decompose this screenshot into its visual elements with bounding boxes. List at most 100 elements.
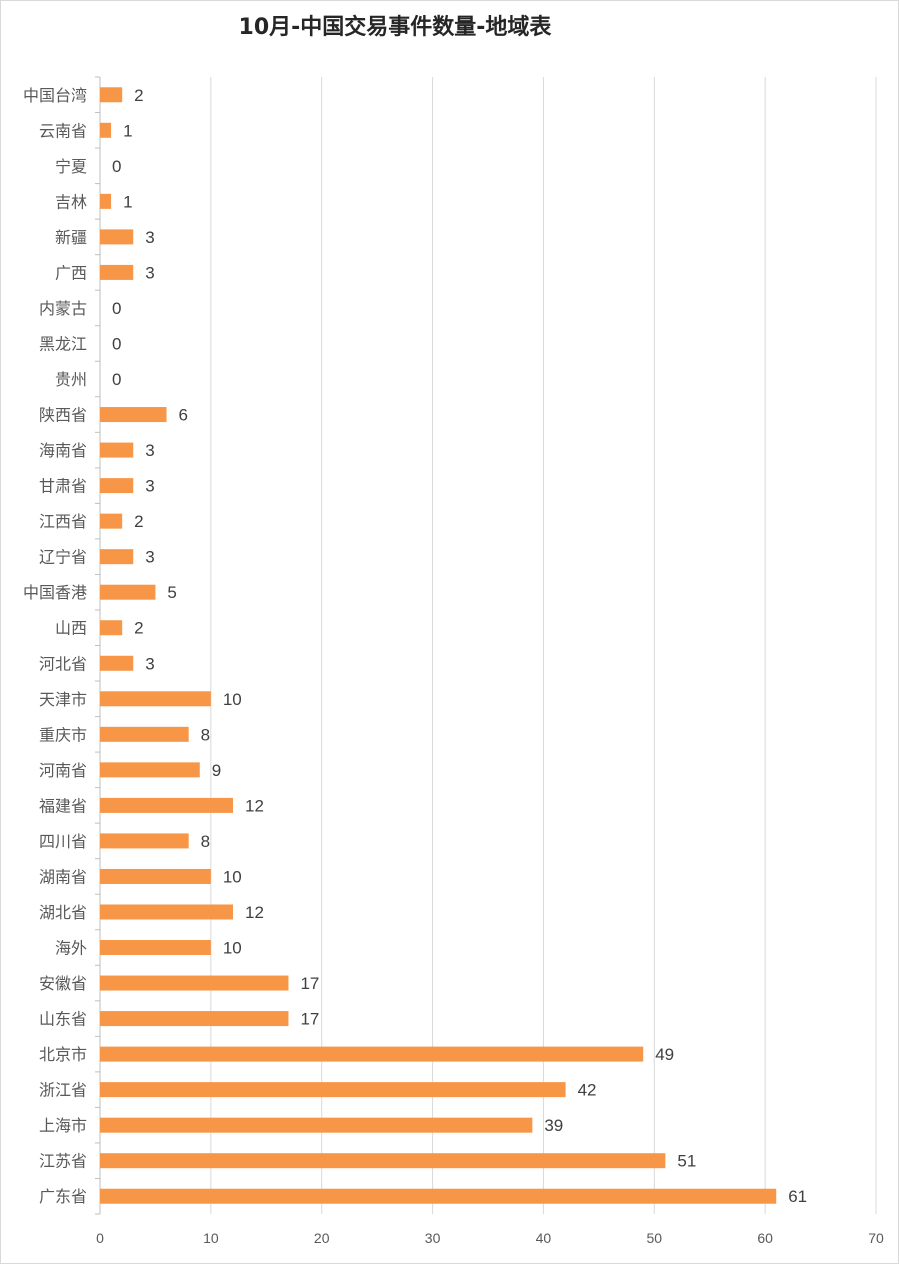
bar [100,940,211,956]
category-label: 浙江省 [39,1081,87,1100]
category-label: 甘肃省 [39,477,87,496]
category-label: 江西省 [39,512,87,531]
data-label: 6 [179,406,188,425]
bar [100,1046,644,1062]
bar [100,122,112,138]
category-label: 山西 [55,619,87,638]
category-label: 新疆 [55,228,87,247]
data-label: 3 [145,228,154,247]
x-tick-label: 0 [96,1230,104,1246]
bar [100,655,134,671]
data-label: 5 [167,583,176,602]
category-label: 河南省 [39,761,87,780]
chart-title: 10月-中国交易事件数量-地域表 [239,14,553,40]
bar [100,762,200,778]
x-tick-label: 70 [868,1230,884,1246]
data-label: 51 [677,1152,696,1171]
data-label: 3 [145,548,154,567]
data-label: 10 [223,939,242,958]
bar [100,797,234,813]
data-label: 8 [201,832,210,851]
data-label: 0 [112,334,121,353]
data-label: 1 [123,121,132,140]
data-label: 39 [544,1116,563,1135]
category-label: 四川省 [39,832,87,851]
category-label: 江苏省 [39,1152,87,1171]
category-label: 辽宁省 [39,548,87,567]
data-label: 17 [300,1010,319,1029]
bar [100,1011,289,1027]
data-label: 8 [201,725,210,744]
data-label: 12 [245,796,264,815]
data-label: 9 [212,761,221,780]
category-label: 安徽省 [39,974,87,993]
data-label: 3 [145,477,154,496]
data-label: 12 [245,903,264,922]
category-label: 广东省 [39,1187,87,1206]
bar [100,549,134,565]
bar [100,975,289,991]
bars [100,87,777,1204]
category-label: 湖南省 [39,867,87,886]
data-label: 2 [134,619,143,638]
bar [100,833,189,849]
bar [100,264,134,280]
bar [100,229,134,245]
bar [100,1117,533,1133]
category-label: 广西 [55,263,87,282]
category-label: 吉林 [55,192,87,211]
category-label: 北京市 [39,1045,87,1064]
category-label: 重庆市 [39,725,87,744]
category-label: 云南省 [39,121,87,140]
data-label: 42 [578,1081,597,1100]
x-tick-label: 40 [536,1230,552,1246]
bar [100,1153,666,1169]
data-label: 3 [145,654,154,673]
bar [100,726,189,742]
category-label: 上海市 [39,1116,87,1135]
x-tick-label: 50 [646,1230,662,1246]
x-tick-label: 20 [314,1230,330,1246]
data-label: 0 [112,370,121,389]
bar [100,442,134,458]
category-label: 宁夏 [55,157,87,176]
bar [100,868,211,884]
bar [100,478,134,494]
data-label: 61 [788,1187,807,1206]
bar [100,691,211,707]
category-label: 山东省 [39,1010,87,1029]
x-tick-label: 30 [425,1230,441,1246]
bar [100,584,156,600]
data-label: 2 [134,86,143,105]
data-label: 17 [300,974,319,993]
category-label: 福建省 [39,796,87,815]
data-label: 0 [112,299,121,318]
data-label: 10 [223,867,242,886]
bar [100,513,123,529]
bar [100,193,112,209]
x-tick-label: 10 [203,1230,219,1246]
data-label: 3 [145,263,154,282]
category-label: 湖北省 [39,903,87,922]
category-label: 内蒙古 [39,299,87,318]
bar [100,904,234,920]
bar [100,407,167,423]
data-label: 3 [145,441,154,460]
category-label: 中国台湾 [23,86,87,105]
category-label: 河北省 [39,654,87,673]
category-label: 海外 [55,939,87,958]
data-label: 2 [134,512,143,531]
data-label: 1 [123,192,132,211]
data-label: 49 [655,1045,674,1064]
category-label: 贵州 [55,370,87,389]
bar [100,87,123,103]
data-label: 0 [112,157,121,176]
x-tick-label: 60 [757,1230,773,1246]
category-label: 天津市 [39,690,87,709]
data-label: 10 [223,690,242,709]
category-label: 黑龙江 [39,334,87,353]
category-label: 海南省 [39,441,87,460]
bar [100,1188,777,1204]
